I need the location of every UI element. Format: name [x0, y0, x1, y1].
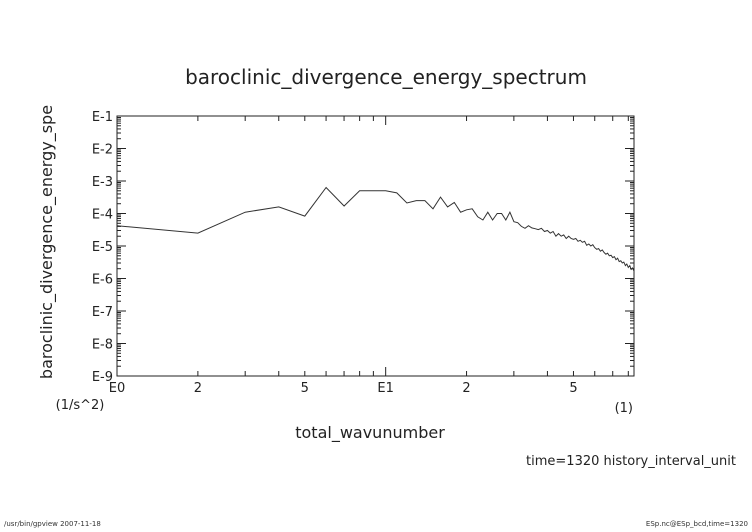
- chart-title: baroclinic_divergence_energy_spectrum: [185, 65, 587, 89]
- plot-frame: [116, 115, 635, 377]
- y-tick-label: E-4: [92, 208, 113, 223]
- x-tick-label: E0: [109, 381, 126, 396]
- y-tick-label: E-8: [92, 338, 113, 353]
- x-tick-label: E1: [377, 381, 394, 396]
- footer-left: /usr/bin/gpview 2007-11-18: [4, 520, 101, 528]
- y-axis-label: baroclinic_divergence_energy_spe: [37, 105, 57, 379]
- x-axis-label: total_wavunumber: [295, 423, 445, 443]
- spectrum-line: [116, 186, 635, 272]
- time-annotation: time=1320 history_interval_unit: [526, 454, 736, 469]
- x-tick-label: 2: [194, 381, 202, 396]
- x-tick-label: 5: [569, 381, 577, 396]
- x-axis-unit: (1): [615, 401, 633, 416]
- y-axis-unit: (1/s^2): [56, 398, 105, 413]
- y-tick-label: E-7: [92, 305, 113, 320]
- y-tick-label: E-5: [92, 240, 113, 255]
- y-tick-label: E-9: [92, 370, 113, 385]
- y-tick-label: E-1: [92, 110, 113, 125]
- x-tick-label: 2: [462, 381, 470, 396]
- x-tick-label: 5: [301, 381, 309, 396]
- y-tick-label: E-6: [92, 273, 113, 288]
- y-tick-label: E-2: [92, 143, 113, 158]
- footer-right: ESp.nc@ESp_bcd,time=1320: [645, 520, 748, 528]
- y-tick-label: E-3: [92, 175, 113, 190]
